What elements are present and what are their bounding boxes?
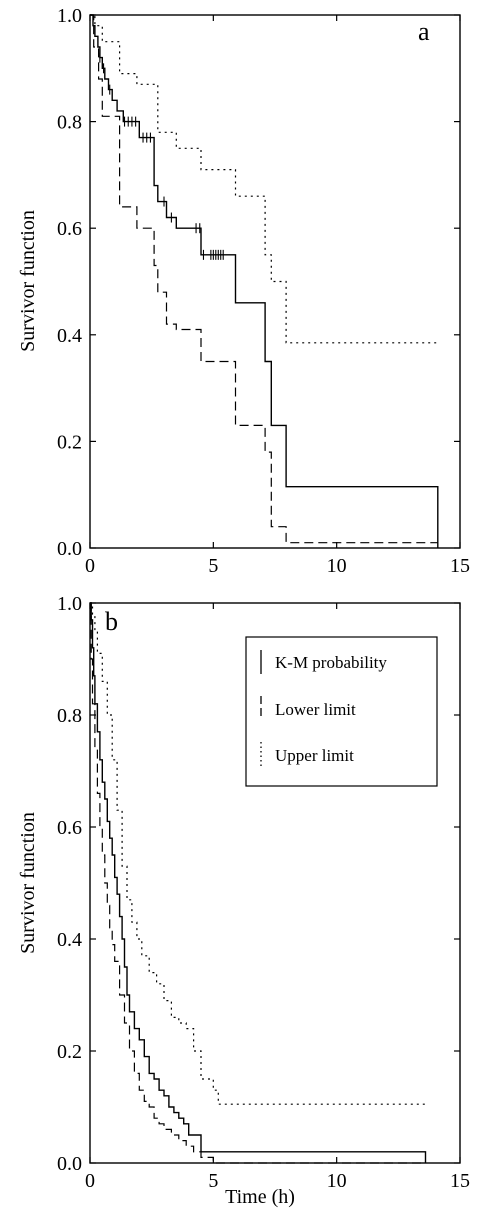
y-tick-label: 0.8 xyxy=(57,112,82,134)
y-tick-label: 1.0 xyxy=(57,593,82,615)
y-tick-label: 0.4 xyxy=(57,325,82,347)
x-tick-label: 5 xyxy=(208,555,218,577)
panel-b: b Survivor function Time (h) 0.00.20.40.… xyxy=(17,593,470,1208)
y-tick-label: 0.6 xyxy=(57,817,82,839)
panel-b-label: b xyxy=(105,607,118,636)
y-tick-label: 0.8 xyxy=(57,705,82,727)
y-tick-label: 0.0 xyxy=(57,1153,82,1175)
y-tick-label: 0.6 xyxy=(57,218,82,240)
panel-a-ticks: 0.0 0.2 0.4 0.6 0.8 1.0 0 5 10 15 xyxy=(57,5,470,577)
legend-label: Lower limit xyxy=(275,700,356,719)
x-tick-label: 15 xyxy=(450,555,470,577)
y-tick-label: 0.2 xyxy=(57,1041,82,1063)
x-tick-label: 10 xyxy=(327,555,347,577)
y-tick-label: 0.2 xyxy=(57,431,82,453)
panel-a: a Survivor function 0.0 0.2 0.4 0.6 0.8 1.0 0 5… xyxy=(17,5,470,577)
legend-entry: Lower limit xyxy=(260,696,356,720)
series-line-solid xyxy=(90,14,439,548)
panel-b-series xyxy=(90,602,427,1164)
legend: K-M probability Lower limit Upper limit xyxy=(245,636,438,787)
series-line-dashed xyxy=(90,14,438,544)
x-tick-label: 15 xyxy=(450,1170,470,1192)
panel-a-series xyxy=(90,14,439,548)
panel-a-y-axis-label: Survivor function xyxy=(17,210,39,352)
y-tick-label: 0.4 xyxy=(57,929,82,951)
x-tick-label: 0 xyxy=(85,1170,95,1192)
x-tick-label: 10 xyxy=(327,1170,347,1192)
x-tick-label: 0 xyxy=(85,555,95,577)
panel-a-label: a xyxy=(418,17,430,46)
legend-label: Upper limit xyxy=(275,746,354,765)
panel-a-plot-frame xyxy=(89,14,461,549)
x-tick-label: 5 xyxy=(208,1170,218,1192)
legend-label: K-M probability xyxy=(275,653,387,672)
panel-a-censor-marks xyxy=(99,52,224,260)
series-line-solid xyxy=(90,602,427,1163)
panel-b-ticks: 0.0 0.2 0.4 0.6 0.8 1.0 0 5 10 15 xyxy=(57,593,470,1192)
y-tick-label: 0.0 xyxy=(57,538,82,560)
panel-b-x-axis-label: Time (h) xyxy=(225,1186,295,1208)
series-line-dotted xyxy=(90,602,426,1105)
legend-entry: K-M probability xyxy=(260,650,387,674)
y-tick-label: 1.0 xyxy=(57,5,82,27)
legend-entry: Upper limit xyxy=(260,742,354,766)
panel-b-y-axis-label: Survivor function xyxy=(17,812,39,954)
legend-box xyxy=(245,636,438,787)
series-line-dotted xyxy=(90,14,438,344)
